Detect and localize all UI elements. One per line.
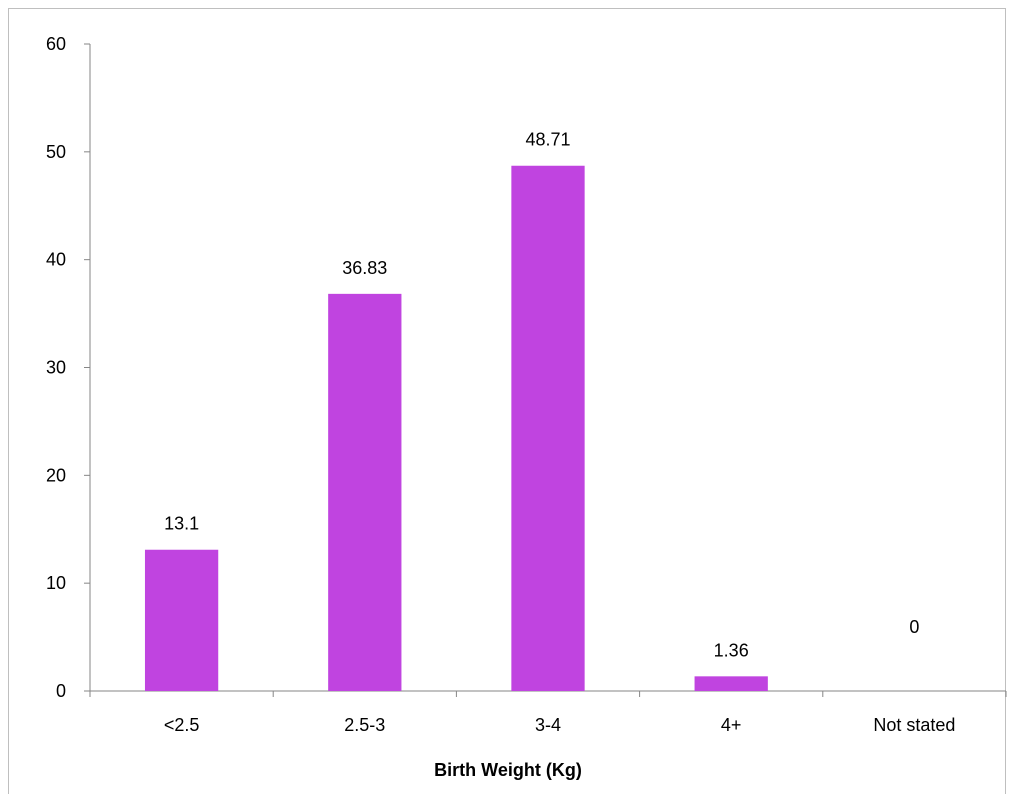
y-tick-label: 30: [46, 358, 66, 378]
y-tick-label: 20: [46, 465, 66, 485]
data-labels: 13.1 36.83 48.71 1.36 0: [164, 130, 919, 661]
x-tick-label: 3-4: [535, 715, 561, 735]
x-tick-label: 4+: [721, 715, 742, 735]
bar: [144, 549, 219, 691]
data-label: 1.36: [714, 640, 749, 660]
y-tick-label: 40: [46, 250, 66, 270]
data-label: 13.1: [164, 514, 199, 534]
x-tick-label: 2.5-3: [344, 715, 385, 735]
y-tick-label: 10: [46, 573, 66, 593]
y-tick-label: 60: [46, 34, 66, 54]
bar: [511, 165, 585, 691]
x-tick-label: Not stated: [873, 715, 955, 735]
bar: [328, 293, 402, 691]
y-axis: 0 10 20 30 40 50 60: [46, 34, 91, 701]
data-label: 0: [909, 617, 919, 637]
y-tick-label: 0: [56, 681, 66, 701]
x-axis: <2.5 2.5-3 3-4 4+ Not stated: [89, 690, 1007, 735]
x-axis-title: Birth Weight (Kg): [434, 760, 582, 780]
x-tick-label: <2.5: [164, 715, 200, 735]
bars: [144, 165, 768, 691]
bar: [694, 676, 768, 691]
data-label: 48.71: [525, 130, 570, 150]
y-tick-label: 50: [46, 142, 66, 162]
data-label: 36.83: [342, 258, 387, 278]
